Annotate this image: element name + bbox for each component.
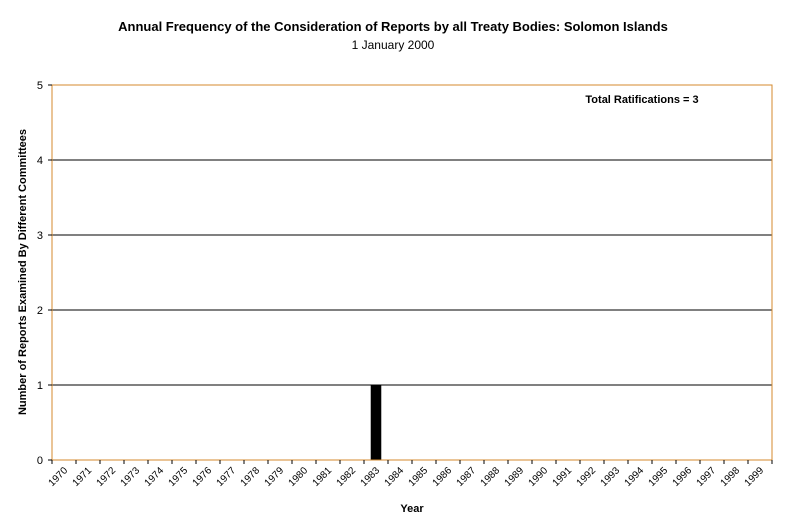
gridlines [52, 159, 772, 386]
x-tick-label: 1994 [623, 465, 647, 489]
y-axis-ticks: 0 1 2 3 4 5 [37, 80, 52, 467]
x-tick-label: 1980 [287, 465, 311, 489]
x-axis-title: Year [400, 503, 424, 515]
x-tick-label: 1981 [311, 465, 335, 489]
x-tick-label: 1972 [95, 465, 119, 489]
y-tick-label: 1 [37, 380, 43, 392]
y-tick-label: 4 [37, 155, 43, 167]
x-tick-label: 1977 [215, 465, 239, 489]
y-tick-label: 5 [37, 80, 43, 92]
x-tick-label: 1993 [599, 465, 623, 489]
x-tick-label: 1996 [671, 465, 695, 489]
x-tick-label: 1990 [527, 465, 551, 489]
x-tick-label: 1997 [695, 465, 719, 489]
x-tick-label: 1991 [551, 465, 575, 489]
chart-subtitle: 1 January 2000 [352, 38, 435, 52]
y-tick-label: 2 [37, 305, 43, 317]
x-tick-label: 1998 [719, 465, 743, 489]
y-tick-label: 3 [37, 230, 43, 242]
x-axis-ticks: 1970 1971 1972 1973 1974 1975 1976 1977 1978 1979… [47, 460, 773, 489]
x-tick-label: 1992 [575, 465, 599, 489]
x-tick-label: 1984 [383, 465, 407, 489]
plot-frame [51, 84, 773, 461]
x-tick-label: 1979 [263, 465, 287, 489]
x-tick-label: 1987 [455, 465, 479, 489]
x-tick-label: 1971 [71, 465, 95, 489]
x-tick-label: 1982 [335, 465, 359, 489]
y-tick-label: 0 [37, 455, 43, 467]
chart-title: Annual Frequency of the Consideration of… [118, 19, 668, 34]
x-tick-label: 1986 [431, 465, 455, 489]
x-tick-label: 1976 [191, 465, 215, 489]
x-tick-label: 1999 [743, 465, 767, 489]
x-tick-label: 1978 [239, 465, 263, 489]
x-tick-label: 1995 [647, 465, 671, 489]
x-tick-label: 1973 [119, 465, 143, 489]
bars [370, 385, 382, 460]
x-tick-label: 1989 [503, 465, 527, 489]
x-tick-label: 1970 [47, 465, 71, 489]
y-axis-title: Number of Reports Examined By Different … [17, 129, 29, 415]
annotation-total-ratifications: Total Ratifications = 3 [585, 94, 698, 106]
x-tick-label: 1983 [359, 465, 383, 489]
x-tick-label: 1975 [167, 465, 191, 489]
x-tick-label: 1985 [407, 465, 431, 489]
bar [370, 385, 382, 460]
x-tick-label: 1974 [143, 465, 167, 489]
x-tick-label: 1988 [479, 465, 503, 489]
